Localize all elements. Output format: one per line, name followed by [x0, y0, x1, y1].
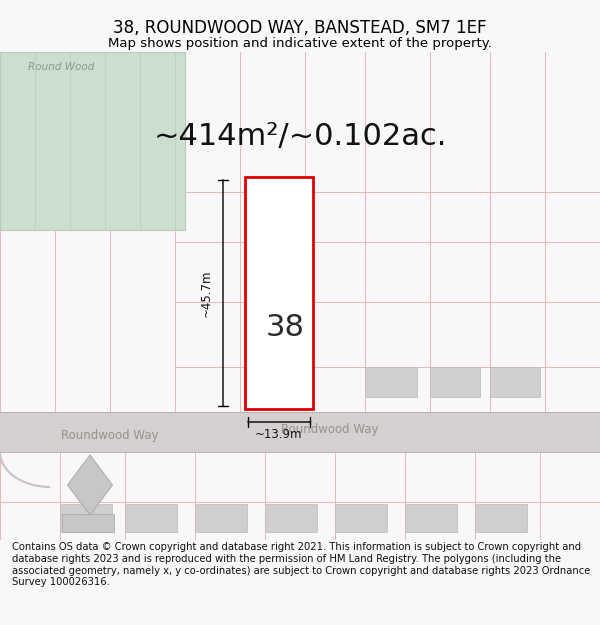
Text: Roundwood Way: Roundwood Way — [61, 429, 159, 441]
Bar — [60, 504, 112, 532]
Bar — [475, 504, 527, 532]
Text: 38, ROUNDWOOD WAY, BANSTEAD, SM7 1EF: 38, ROUNDWOOD WAY, BANSTEAD, SM7 1EF — [113, 19, 487, 37]
Text: 38: 38 — [265, 313, 305, 342]
Text: ~13.9m: ~13.9m — [255, 429, 303, 441]
Bar — [265, 504, 317, 532]
Text: Map shows position and indicative extent of the property.: Map shows position and indicative extent… — [108, 38, 492, 51]
Bar — [430, 367, 480, 397]
Bar — [405, 504, 457, 532]
Text: Round Wood: Round Wood — [28, 62, 94, 72]
Text: Contains OS data © Crown copyright and database right 2021. This information is : Contains OS data © Crown copyright and d… — [12, 542, 590, 588]
Bar — [245, 177, 313, 409]
Bar — [365, 367, 417, 397]
Text: ~414m²/~0.102ac.: ~414m²/~0.102ac. — [154, 122, 446, 151]
Polygon shape — [67, 455, 113, 515]
Bar — [125, 504, 177, 532]
Bar — [0, 52, 185, 230]
Bar — [62, 514, 114, 532]
Bar — [195, 504, 247, 532]
Bar — [0, 412, 600, 452]
Bar — [490, 367, 540, 397]
Text: Roundwood Way: Roundwood Way — [281, 422, 379, 436]
Bar — [335, 504, 387, 532]
Text: ~45.7m: ~45.7m — [200, 269, 213, 317]
